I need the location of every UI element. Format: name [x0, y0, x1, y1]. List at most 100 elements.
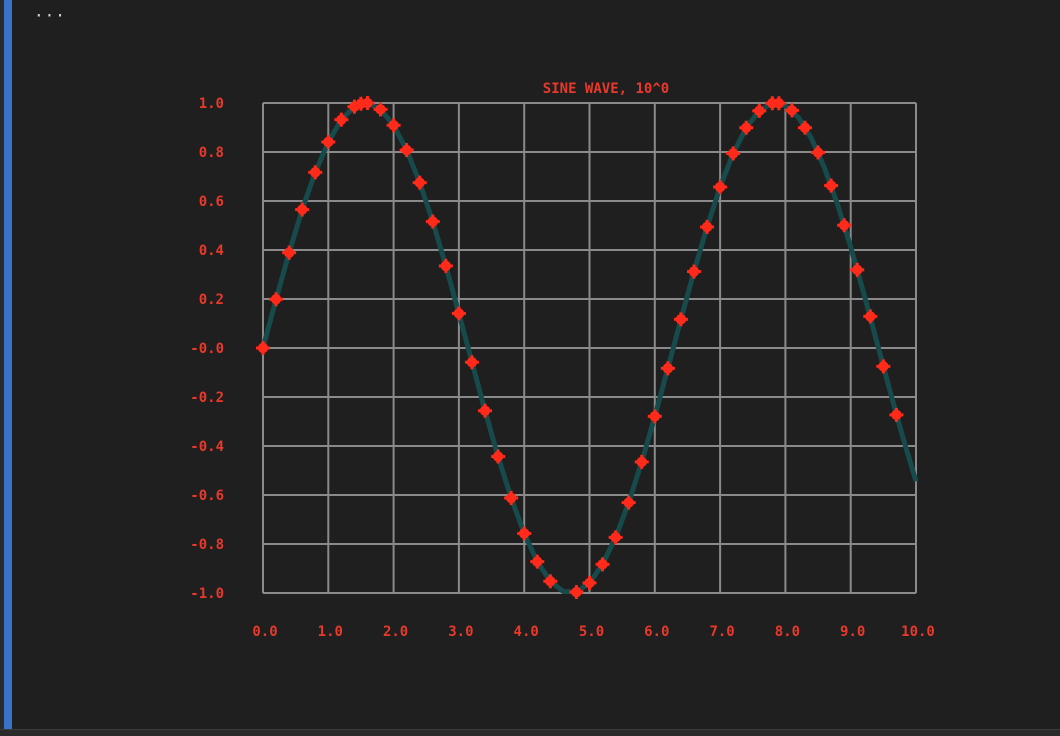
data-point — [360, 96, 375, 110]
data-point-h — [850, 268, 865, 272]
cell-focus-bar — [4, 0, 12, 736]
data-point-h — [438, 264, 453, 268]
data-point — [726, 146, 741, 161]
data-point — [700, 219, 715, 234]
data-point — [334, 112, 349, 127]
data-point-h — [797, 126, 812, 130]
cell-bottom-border — [0, 729, 1060, 736]
data-point-h — [811, 150, 826, 154]
y-tick-label: 0.2 — [199, 292, 224, 308]
data-point-h — [700, 225, 715, 229]
data-point-h — [686, 270, 701, 274]
data-point — [713, 180, 728, 195]
data-point — [784, 103, 799, 118]
data-point — [850, 262, 865, 277]
data-point-h — [713, 185, 728, 189]
data-point-h — [504, 496, 519, 500]
y-tick-label: -1.0 — [190, 586, 224, 602]
data-point-h — [621, 501, 636, 505]
data-point-h — [876, 364, 891, 368]
data-point-h — [308, 170, 323, 174]
data-point-h — [334, 118, 349, 122]
data-point-h — [660, 366, 675, 370]
data-point — [673, 312, 688, 327]
data-point — [504, 490, 519, 505]
data-point-h — [634, 460, 649, 464]
data-point — [647, 409, 662, 424]
x-tick-label: 0.0 — [252, 624, 277, 640]
data-point — [811, 145, 826, 160]
chart-title: SINE WAVE, 10^0 — [543, 81, 669, 97]
data-point-h — [543, 579, 558, 583]
data-point — [889, 407, 904, 422]
x-tick-label: 7.0 — [709, 624, 734, 640]
data-point-h — [726, 151, 741, 155]
data-point — [464, 355, 479, 370]
data-point — [517, 526, 532, 541]
chart-markers — [256, 96, 904, 600]
y-tick-label: 0.4 — [199, 243, 224, 259]
data-point — [569, 585, 584, 600]
x-tick-label: 3.0 — [448, 624, 473, 640]
x-tick-label: 9.0 — [840, 624, 865, 640]
data-point — [269, 292, 284, 307]
data-point — [491, 449, 506, 464]
data-point-h — [491, 455, 506, 459]
data-point — [256, 341, 270, 355]
data-point — [863, 309, 878, 324]
data-point-h — [269, 297, 284, 301]
data-point-h — [451, 311, 466, 315]
data-point — [321, 134, 336, 149]
data-point — [660, 361, 675, 376]
data-point — [837, 218, 852, 233]
data-point — [478, 403, 493, 418]
chart-grid — [262, 102, 917, 594]
data-point — [399, 143, 414, 158]
x-tick-label: 6.0 — [644, 624, 669, 640]
y-tick-label: -0.6 — [190, 488, 224, 504]
data-point-h — [412, 181, 427, 185]
y-tick-label: -0.0 — [190, 341, 224, 357]
data-point — [373, 102, 388, 117]
x-tick-label: 8.0 — [775, 624, 800, 640]
y-tick-label: 0.6 — [199, 194, 224, 210]
data-point-h — [517, 531, 532, 535]
data-point-h — [425, 220, 440, 224]
data-point — [282, 245, 297, 260]
data-point-h — [863, 314, 878, 318]
data-point-h — [295, 208, 310, 212]
data-point-h — [386, 123, 401, 127]
data-point — [686, 264, 701, 279]
data-point — [824, 178, 839, 193]
data-point-h — [595, 562, 610, 566]
data-point-h — [530, 560, 545, 564]
data-point-h — [360, 101, 375, 105]
data-point — [386, 118, 401, 133]
data-point-h — [373, 107, 388, 111]
data-point-h — [321, 140, 336, 144]
data-point-h — [478, 409, 493, 413]
x-tick-label: 1.0 — [318, 624, 343, 640]
data-point-h — [608, 535, 623, 539]
x-tick-label: 10.0 — [901, 624, 935, 640]
data-point-h — [256, 346, 270, 350]
x-tick-label: 4.0 — [514, 624, 539, 640]
data-point — [621, 495, 636, 510]
data-point — [739, 120, 754, 135]
data-point-h — [771, 101, 786, 105]
data-point — [771, 96, 786, 111]
x-tick-label: 5.0 — [579, 624, 604, 640]
data-point — [608, 530, 623, 545]
y-tick-label: -0.2 — [190, 390, 224, 406]
data-point-h — [824, 184, 839, 188]
data-point-h — [399, 148, 414, 152]
y-tick-label: -0.8 — [190, 537, 224, 553]
cell-more-actions-icon[interactable]: ··· — [34, 6, 66, 25]
left-gutter — [0, 0, 4, 736]
data-point-h — [889, 413, 904, 417]
data-point — [438, 258, 453, 273]
data-point — [543, 574, 558, 589]
data-point — [752, 103, 767, 118]
data-point-h — [784, 108, 799, 112]
